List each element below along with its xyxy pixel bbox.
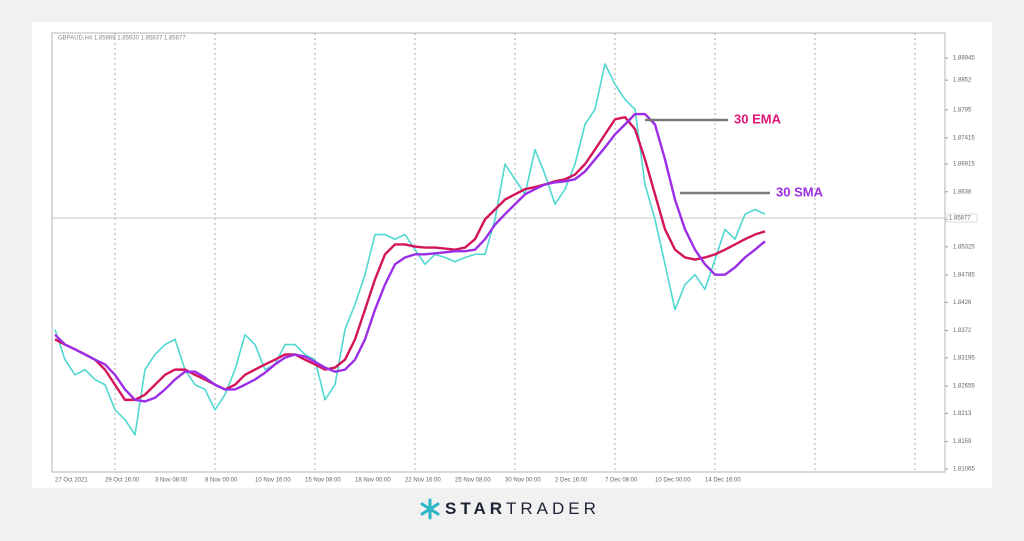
y-tick-label: 1.83195	[953, 355, 975, 361]
x-tick-label: 10 Dec 00:00	[655, 478, 691, 484]
y-tick-label: 1.88945	[953, 56, 975, 62]
y-tick-label: 1.87415	[953, 135, 975, 141]
x-tick-label: 14 Dec 16:00	[705, 478, 741, 484]
annotation: 30 SMA	[776, 184, 824, 199]
x-tick-label: 30 Nov 00:00	[505, 478, 541, 484]
y-tick-label: 1.8852	[953, 78, 972, 84]
chart-header: GBPAUD,H4 1.85868 1.85930 1.85837 1.8587…	[58, 36, 186, 42]
current-price-box	[946, 213, 978, 223]
x-tick-label: 3 Nov 08:00	[155, 478, 188, 484]
x-tick-label: 7 Dec 08:00	[605, 478, 638, 484]
y-tick-label: 1.84785	[953, 273, 975, 279]
x-tick-label: 2 Dec 16:00	[555, 478, 588, 484]
x-tick-label: 18 Nov 00:00	[355, 478, 391, 484]
series-line	[54, 112, 766, 403]
series-line	[54, 63, 766, 436]
logo-part: TRADER	[506, 499, 600, 518]
x-tick-label: 27 Oct 2021	[55, 478, 88, 484]
y-tick-label: 1.8795	[953, 107, 972, 113]
current-price-label: 1.85877	[949, 216, 971, 222]
y-tick-label: 1.8426	[953, 300, 972, 306]
x-tick-label: 25 Nov 08:00	[455, 478, 491, 484]
y-tick-label: 1.8159	[953, 439, 972, 445]
x-tick-label: 29 Oct 16:00	[105, 478, 140, 484]
x-tick-label: 15 Nov 08:00	[305, 478, 341, 484]
x-tick-label: 22 Nov 16:00	[405, 478, 441, 484]
x-tick-label: 8 Nov 00:00	[205, 478, 238, 484]
x-tick-label: 10 Nov 16:00	[255, 478, 291, 484]
logo: STARTRADER	[420, 498, 600, 520]
y-tick-label: 1.85325	[953, 244, 975, 250]
y-tick-label: 1.8372	[953, 328, 972, 334]
logo-part: STAR	[445, 499, 506, 518]
logo-text: STARTRADER	[445, 499, 600, 518]
annotation: 30 EMA	[734, 111, 782, 126]
y-tick-label: 1.8638	[953, 189, 972, 195]
series-line	[54, 115, 766, 402]
grid	[114, 33, 916, 472]
logo-icon	[420, 498, 440, 520]
y-tick-label: 1.86915	[953, 161, 975, 167]
y-tick-label: 1.82655	[953, 384, 975, 390]
plot: 1.81065 1.8159 1.8213 1.82655 1.83195 1.8372 1…	[52, 56, 978, 484]
plot-frame	[51, 32, 946, 473]
chart-card	[32, 22, 992, 488]
y-tick-label: 1.8213	[953, 411, 972, 417]
y-tick-label: 1.81065	[953, 467, 975, 473]
